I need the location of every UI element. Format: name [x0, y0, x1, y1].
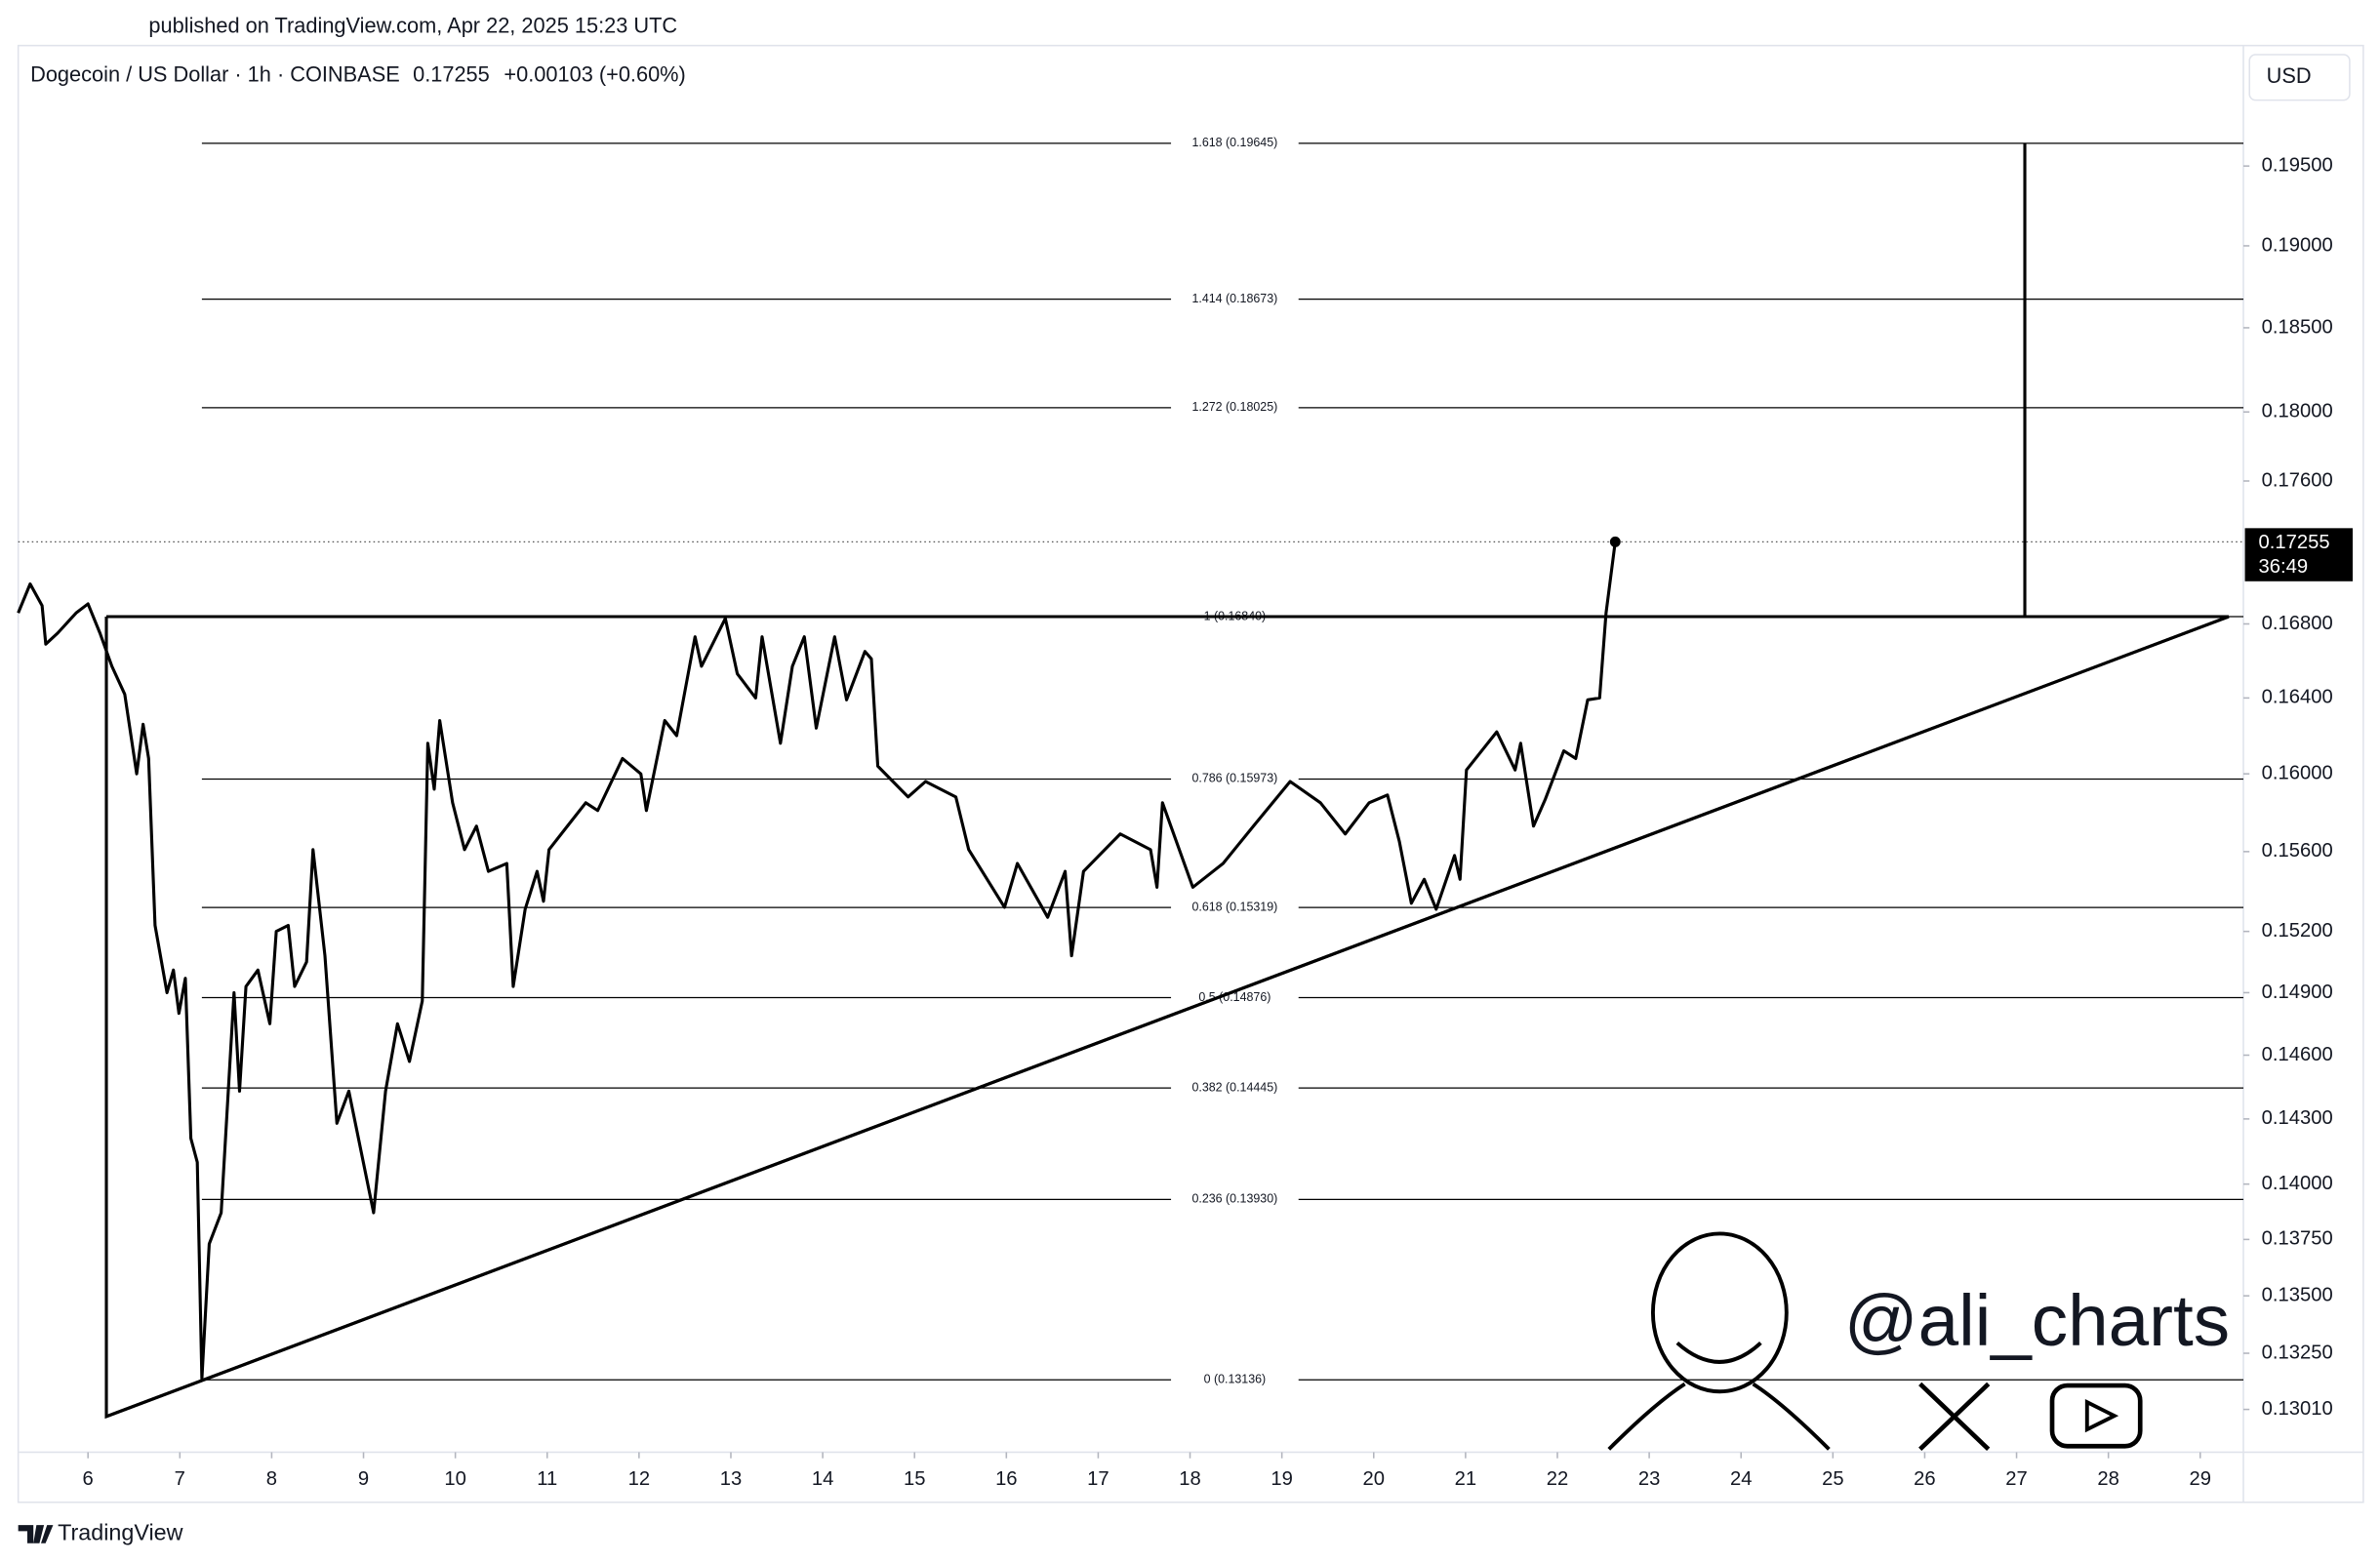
x-tick-label: 28 — [2097, 1468, 2119, 1490]
fib-level-label: 0.786 (0.15973) — [1191, 772, 1277, 785]
y-tick-label: 0.14000 — [2262, 1173, 2333, 1194]
brand-logo — [18, 1525, 54, 1543]
fib-label-bg — [1171, 291, 1299, 307]
y-tick-label: 0.16000 — [2262, 762, 2333, 783]
x-tick-label: 29 — [2190, 1468, 2212, 1490]
y-tick-label: 0.16400 — [2262, 687, 2333, 708]
avatar-sketch — [1607, 1231, 1831, 1451]
y-tick-label: 0.19000 — [2262, 234, 2333, 256]
fib-label-bg — [1171, 989, 1299, 1006]
x-tick-label: 7 — [175, 1468, 185, 1490]
x-tick-label: 24 — [1730, 1468, 1753, 1490]
x-tick-label: 22 — [1547, 1468, 1569, 1490]
fib-level-label: 0.618 (0.15319) — [1191, 900, 1277, 913]
y-tick-label: 0.14300 — [2262, 1107, 2333, 1129]
x-tick-label: 19 — [1271, 1468, 1293, 1490]
x-tick-label: 10 — [444, 1468, 466, 1490]
brand-label: TradingView — [58, 1520, 183, 1545]
x-tick-label: 6 — [83, 1468, 94, 1490]
chart-frame — [17, 44, 2364, 1503]
published-note: published on TradingView.com, Apr 22, 20… — [148, 14, 677, 38]
header-change: +0.00103 (+0.60%) — [504, 62, 685, 87]
y-tick-label: 0.16800 — [2262, 613, 2333, 634]
y-tick-label: 0.13750 — [2262, 1228, 2333, 1250]
fib-level-label: 1.618 (0.19645) — [1191, 136, 1277, 149]
x-tick-label: 14 — [812, 1468, 834, 1490]
symbol-title: Dogecoin / US Dollar · 1h · COINBASE — [30, 62, 400, 87]
youtube-play — [2084, 1398, 2119, 1433]
y-tick-label: 0.13010 — [2262, 1398, 2333, 1420]
x-tick-label: 20 — [1363, 1468, 1386, 1490]
fib-label-bg — [1171, 771, 1299, 787]
x-tick-label: 18 — [1179, 1468, 1201, 1490]
x-tick-label: 17 — [1087, 1468, 1109, 1490]
y-tick-label: 0.17600 — [2262, 469, 2333, 491]
x-tick-label: 12 — [628, 1468, 651, 1490]
x-tick-label: 26 — [1914, 1468, 1936, 1490]
fib-label-bg — [1171, 136, 1299, 151]
youtube-icon — [2049, 1383, 2143, 1449]
y-tick-label: 0.14600 — [2262, 1044, 2333, 1065]
x-tick-label: 25 — [1822, 1468, 1844, 1490]
header-price: 0.17255 — [413, 62, 490, 87]
price-line — [17, 541, 1617, 1381]
fib-label-bg — [1171, 900, 1299, 915]
currency-label[interactable]: USD — [2267, 63, 2312, 88]
fib-label-bg — [1171, 1372, 1299, 1388]
fib-level-label: 0 (0.13136) — [1204, 1373, 1267, 1386]
x-tick-label: 13 — [720, 1468, 743, 1490]
x-tick-label: 11 — [537, 1468, 557, 1490]
price-tag-countdown: 36:49 — [2259, 556, 2309, 578]
x-tick-label: 21 — [1455, 1468, 1477, 1490]
y-tick-label: 0.18500 — [2262, 316, 2333, 338]
last-point — [1609, 536, 1621, 547]
x-tick-label: 9 — [358, 1468, 369, 1490]
price-tag-value: 0.17255 — [2259, 532, 2330, 553]
currency-button[interactable] — [2248, 54, 2351, 101]
fib-level-label: 0.5 (0.14876) — [1198, 990, 1271, 1004]
drawing-shape — [105, 615, 2230, 1419]
fib-level-label: 0.236 (0.13930) — [1191, 1192, 1277, 1206]
fib-level-label: 0.382 (0.14445) — [1191, 1080, 1277, 1094]
y-tick-label: 0.14900 — [2262, 982, 2333, 1003]
y-tick-label: 0.13500 — [2262, 1285, 2333, 1306]
x-tick-label: 16 — [995, 1468, 1018, 1490]
y-tick-label: 0.19500 — [2262, 155, 2333, 177]
y-tick-label: 0.13250 — [2262, 1342, 2333, 1363]
fib-label-bg — [1171, 1080, 1299, 1096]
x-tick-label: 27 — [2005, 1468, 2028, 1490]
y-tick-label: 0.15600 — [2262, 840, 2333, 862]
x-tick-label: 15 — [904, 1468, 926, 1490]
fib-level-label: 1.272 (0.18025) — [1191, 400, 1277, 414]
watermark-handle: @ali_charts — [1844, 1279, 2230, 1361]
fib-level-label: 1.414 (0.18673) — [1191, 292, 1277, 305]
x-icon — [1918, 1382, 1991, 1452]
x-tick-label: 23 — [1638, 1468, 1661, 1490]
price-tag — [2244, 528, 2354, 581]
y-tick-label: 0.15200 — [2262, 920, 2333, 942]
fib-label-bg — [1171, 400, 1299, 416]
y-tick-label: 0.18000 — [2262, 401, 2333, 422]
fib-label-bg — [1171, 1191, 1299, 1208]
x-tick-label: 8 — [266, 1468, 277, 1490]
